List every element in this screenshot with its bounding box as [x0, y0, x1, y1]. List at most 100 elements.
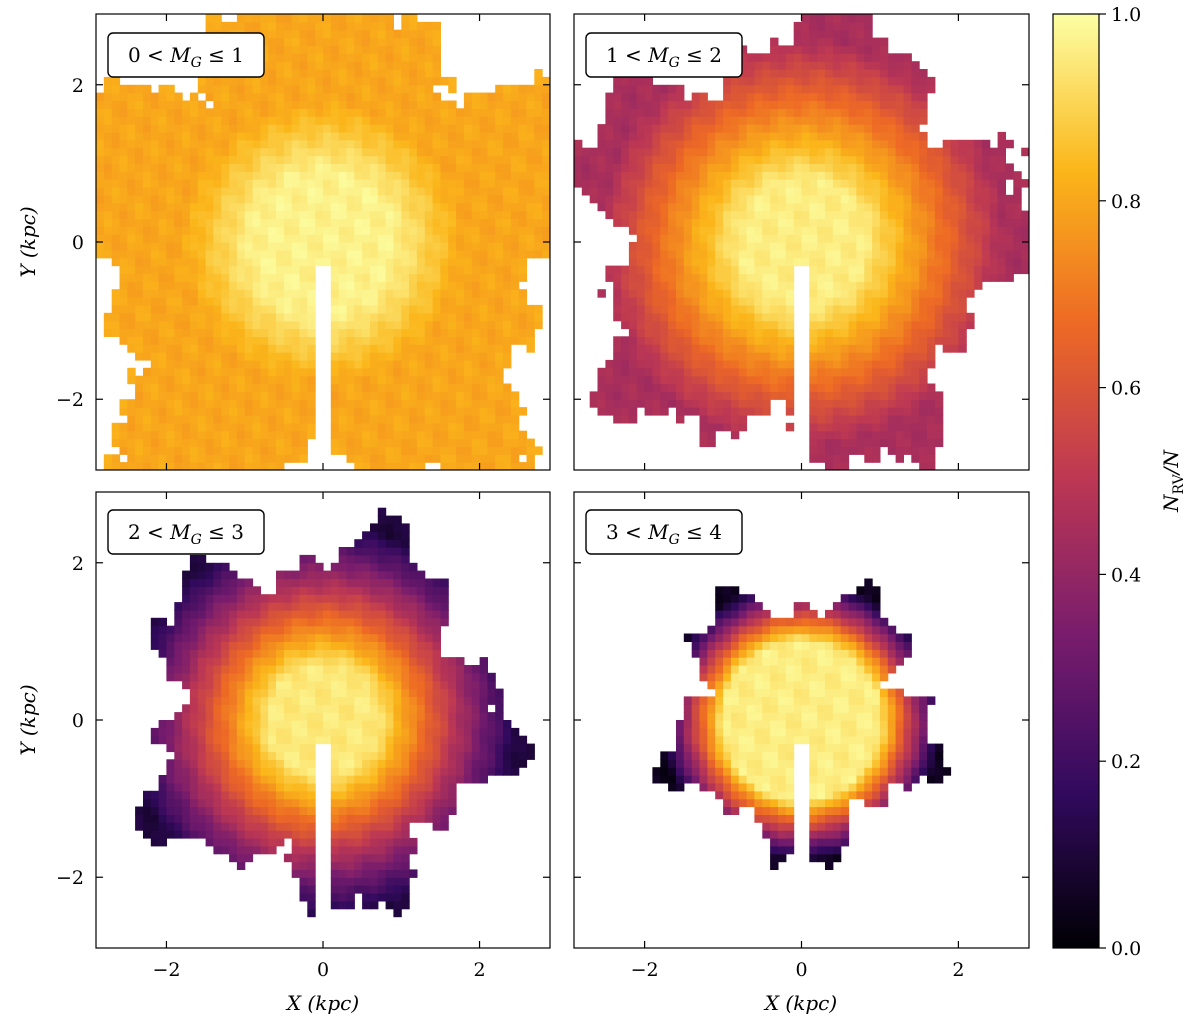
heatmap-cell: [479, 131, 488, 141]
heatmap-cell: [127, 242, 136, 251]
heatmap-cell: [189, 226, 199, 235]
heatmap-cell: [510, 218, 520, 227]
heatmap-cell: [762, 155, 771, 164]
heatmap-cell: [276, 61, 285, 70]
heatmap-cell: [393, 226, 402, 235]
heatmap-cell: [840, 21, 850, 31]
heatmap-cell: [229, 399, 238, 408]
heatmap-cell: [479, 297, 488, 306]
heatmap-cell: [479, 92, 488, 102]
heatmap-cell: [456, 131, 465, 141]
heatmap-cell: [370, 430, 379, 440]
heatmap-cell: [252, 226, 261, 235]
heatmap-cell: [872, 242, 881, 251]
heatmap-cell: [550, 187, 558, 196]
heatmap-cell: [864, 430, 873, 440]
heatmap-cell: [660, 234, 669, 243]
heatmap-cell: [754, 328, 763, 337]
heatmap-cell: [785, 92, 795, 102]
heatmap-cell: [495, 242, 504, 251]
heatmap-cell: [825, 367, 834, 377]
heatmap-cell: [385, 257, 394, 267]
heatmap-cell: [268, 273, 277, 282]
heatmap-cell: [252, 415, 261, 424]
heatmap-cell: [652, 194, 661, 204]
heatmap-cell: [746, 53, 755, 62]
heatmap-cell: [864, 194, 873, 204]
heatmap-cell: [778, 320, 787, 330]
heatmap-cell: [463, 234, 473, 243]
heatmap-cell: [338, 430, 348, 440]
heatmap-cell: [628, 375, 638, 385]
heatmap-cell: [636, 273, 646, 282]
heatmap-cell: [229, 391, 238, 400]
heatmap-cell: [338, 53, 348, 62]
heatmap-cell: [785, 320, 795, 330]
heatmap-cell: [432, 179, 441, 188]
heatmap-cell: [911, 171, 920, 180]
heatmap-cell: [676, 108, 685, 117]
heatmap-cell: [299, 391, 308, 400]
heatmap-cell: [213, 407, 222, 416]
heatmap-cell: [715, 336, 724, 345]
heatmap-cell: [887, 344, 897, 353]
heatmap-cell: [903, 155, 912, 164]
heatmap-cell: [370, 297, 379, 306]
heatmap-cell: [872, 281, 881, 290]
heatmap-cell: [518, 242, 528, 251]
heatmap-cell: [550, 124, 558, 133]
heatmap-cell: [260, 131, 269, 141]
heatmap-cell: [691, 375, 701, 385]
heatmap-cell: [832, 100, 842, 109]
heatmap-cell: [197, 171, 207, 180]
heatmap-cell: [401, 29, 410, 39]
heatmap-cell: [754, 249, 763, 259]
heatmap-cell: [683, 171, 693, 180]
heatmap-cell: [605, 399, 614, 408]
heatmap-cell: [229, 265, 238, 275]
heatmap-cell: [825, 249, 834, 259]
heatmap-cell: [330, 422, 340, 432]
heatmap-cell: [597, 147, 606, 157]
heatmap-cell: [432, 234, 441, 243]
heatmap-cell: [291, 14, 301, 15]
heatmap-cell: [542, 202, 550, 212]
heatmap-cell: [479, 100, 488, 109]
heatmap-cell: [127, 218, 136, 227]
heatmap-cell: [182, 171, 191, 180]
heatmap-cell: [111, 171, 121, 180]
heatmap-cell: [809, 312, 818, 322]
heatmap-cell: [699, 163, 708, 172]
heatmap-cell: [111, 76, 121, 86]
heatmap-cell: [856, 415, 865, 424]
heatmap-cell: [518, 438, 528, 448]
heatmap-cell: [401, 352, 410, 361]
heatmap-cell: [205, 210, 214, 220]
heatmap-cell: [283, 84, 293, 94]
heatmap-cell: [471, 124, 481, 133]
heatmap-cell: [660, 179, 669, 188]
heatmap-cell: [96, 179, 97, 188]
heatmap-cell: [463, 281, 473, 290]
heatmap-cell: [840, 45, 850, 54]
heatmap-cell: [574, 155, 583, 164]
heatmap-cell: [683, 108, 693, 117]
heatmap-cell: [119, 312, 128, 322]
heatmap-cell: [315, 14, 324, 15]
heatmap-cell: [825, 257, 834, 267]
heatmap-cell: [432, 289, 441, 298]
heatmap-cell: [197, 273, 207, 282]
heatmap-cell: [809, 147, 818, 157]
heatmap-cell: [409, 202, 418, 212]
heatmap-cell: [354, 415, 363, 424]
heatmap-cell: [856, 84, 865, 94]
heatmap-cell: [518, 265, 528, 275]
heatmap-cell: [879, 179, 889, 188]
heatmap-cell: [354, 328, 363, 337]
heatmap-cell: [699, 304, 708, 314]
heatmap-cell: [409, 320, 418, 330]
heatmap-cell: [707, 171, 716, 180]
heatmap-cell: [96, 108, 97, 117]
heatmap-cell: [754, 171, 763, 180]
heatmap-cell: [103, 116, 113, 125]
